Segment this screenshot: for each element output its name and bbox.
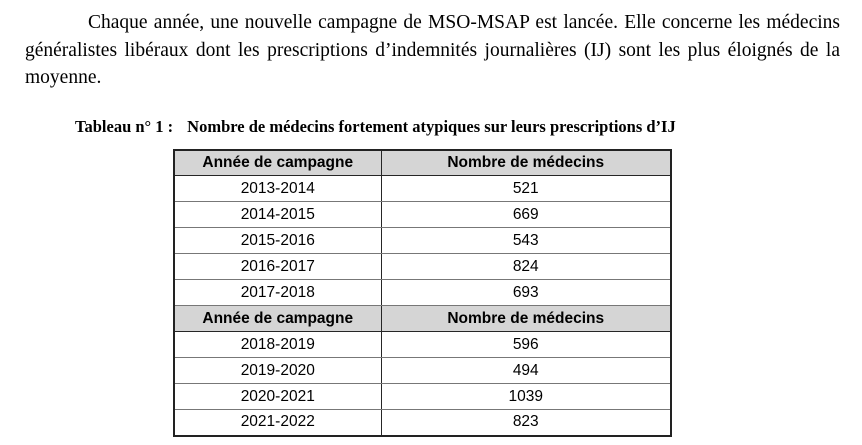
table-row: 2019-2020 494 bbox=[173, 357, 672, 384]
cell-annee: 2017-2018 bbox=[173, 279, 382, 306]
table-caption-label: Tableau n° 1 : bbox=[75, 116, 174, 136]
intro-paragraph: Chaque année, une nouvelle campagne de M… bbox=[25, 12, 840, 88]
table-row: 2020-2021 1039 bbox=[173, 383, 672, 410]
cell-nombre: 669 bbox=[380, 201, 672, 228]
column-header-nombre: Nombre de médecins bbox=[380, 149, 672, 176]
column-header-annee: Année de campagne bbox=[173, 305, 382, 332]
table-row: 2021-2022 823 bbox=[173, 409, 672, 436]
column-header-annee: Année de campagne bbox=[173, 149, 382, 176]
table-row: 2018-2019 596 bbox=[173, 331, 672, 358]
cell-nombre: 521 bbox=[380, 175, 672, 202]
table-header-row: Année de campagne Nombre de médecins bbox=[173, 305, 672, 332]
cell-nombre: 494 bbox=[380, 357, 672, 384]
cell-annee: 2019-2020 bbox=[173, 357, 382, 384]
cell-nombre: 824 bbox=[380, 253, 672, 280]
medecins-atypiques-table: Année de campagne Nombre de médecins 201… bbox=[173, 148, 672, 437]
cell-annee: 2014-2015 bbox=[173, 201, 382, 228]
table-row: 2015-2016 543 bbox=[173, 227, 672, 254]
table-row: 2013-2014 521 bbox=[173, 175, 672, 202]
table-caption-title: Nombre de médecins fortement atypiques s… bbox=[187, 116, 676, 136]
cell-nombre: 543 bbox=[380, 227, 672, 254]
cell-nombre: 693 bbox=[380, 279, 672, 306]
cell-annee: 2015-2016 bbox=[173, 227, 382, 254]
cell-nombre: 1039 bbox=[380, 383, 672, 410]
table-caption: Tableau n° 1 : Nombre de médecins forteme… bbox=[75, 117, 862, 137]
cell-annee: 2018-2019 bbox=[173, 331, 382, 358]
cell-annee: 2016-2017 bbox=[173, 253, 382, 280]
cell-annee: 2013-2014 bbox=[173, 175, 382, 202]
table-row: 2014-2015 669 bbox=[173, 201, 672, 228]
table-header-row: Année de campagne Nombre de médecins bbox=[173, 149, 672, 176]
cell-annee: 2020-2021 bbox=[173, 383, 382, 410]
column-header-nombre: Nombre de médecins bbox=[380, 305, 672, 332]
cell-annee: 2021-2022 bbox=[173, 409, 382, 436]
cell-nombre: 596 bbox=[380, 331, 672, 358]
table-row: 2017-2018 693 bbox=[173, 279, 672, 306]
table-row: 2016-2017 824 bbox=[173, 253, 672, 280]
cell-nombre: 823 bbox=[380, 409, 672, 436]
